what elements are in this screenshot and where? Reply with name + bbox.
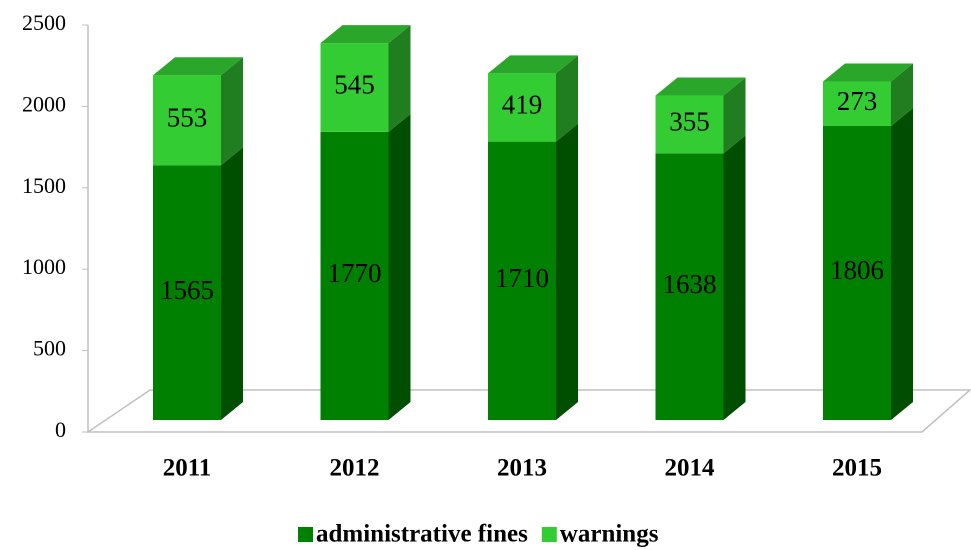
value-label: 1770	[328, 258, 382, 288]
y-tick-label: 2000	[22, 91, 66, 116]
legend-label: warnings	[560, 521, 659, 548]
value-label: 1710	[495, 263, 549, 293]
bar	[320, 131, 389, 420]
bar-side	[891, 107, 913, 420]
legend-label: administrative fines	[316, 521, 528, 548]
bar-side	[723, 77, 746, 154]
y-tick-label: 1500	[22, 173, 66, 198]
x-tick-label: 2014	[665, 455, 716, 482]
value-label: 553	[167, 102, 208, 132]
bar	[488, 73, 556, 142]
legend-swatch	[541, 527, 557, 542]
bar-side	[891, 63, 913, 126]
floor	[85, 389, 971, 433]
bar-top	[153, 57, 243, 76]
bar-side	[221, 57, 243, 166]
bar	[823, 81, 891, 126]
bar	[655, 95, 724, 154]
bar-side	[388, 25, 411, 132]
value-label: 273	[837, 86, 878, 116]
bar	[655, 153, 724, 420]
value-label: 1638	[663, 269, 717, 299]
legend-swatch	[298, 527, 313, 542]
bar-side	[556, 123, 578, 420]
bar	[823, 125, 891, 420]
bar-top	[655, 77, 746, 96]
bar-top	[823, 63, 913, 82]
bar-top	[320, 25, 411, 44]
y-tick-label: 2500	[22, 10, 66, 35]
y-tick-label: 0	[55, 417, 66, 442]
x-tick-label: 2015	[832, 455, 882, 482]
bar-side	[388, 113, 411, 421]
bar-top	[488, 55, 578, 74]
y-tick-label: 1000	[22, 254, 66, 279]
bar-side	[556, 55, 578, 142]
bar-side	[723, 135, 746, 420]
bar	[320, 43, 389, 132]
value-label: 545	[334, 70, 375, 100]
x-tick-label: 2011	[163, 455, 212, 482]
bar	[488, 141, 556, 420]
x-tick-label: 2013	[497, 455, 547, 482]
value-label: 1806	[830, 255, 884, 285]
value-label: 1565	[160, 275, 214, 305]
y-tick-label: 500	[33, 336, 66, 361]
bar	[153, 75, 221, 166]
bar-side	[221, 147, 243, 420]
value-label: 419	[502, 90, 543, 120]
x-tick-label: 2012	[330, 455, 380, 482]
value-label: 355	[669, 107, 710, 137]
bar	[153, 165, 221, 420]
